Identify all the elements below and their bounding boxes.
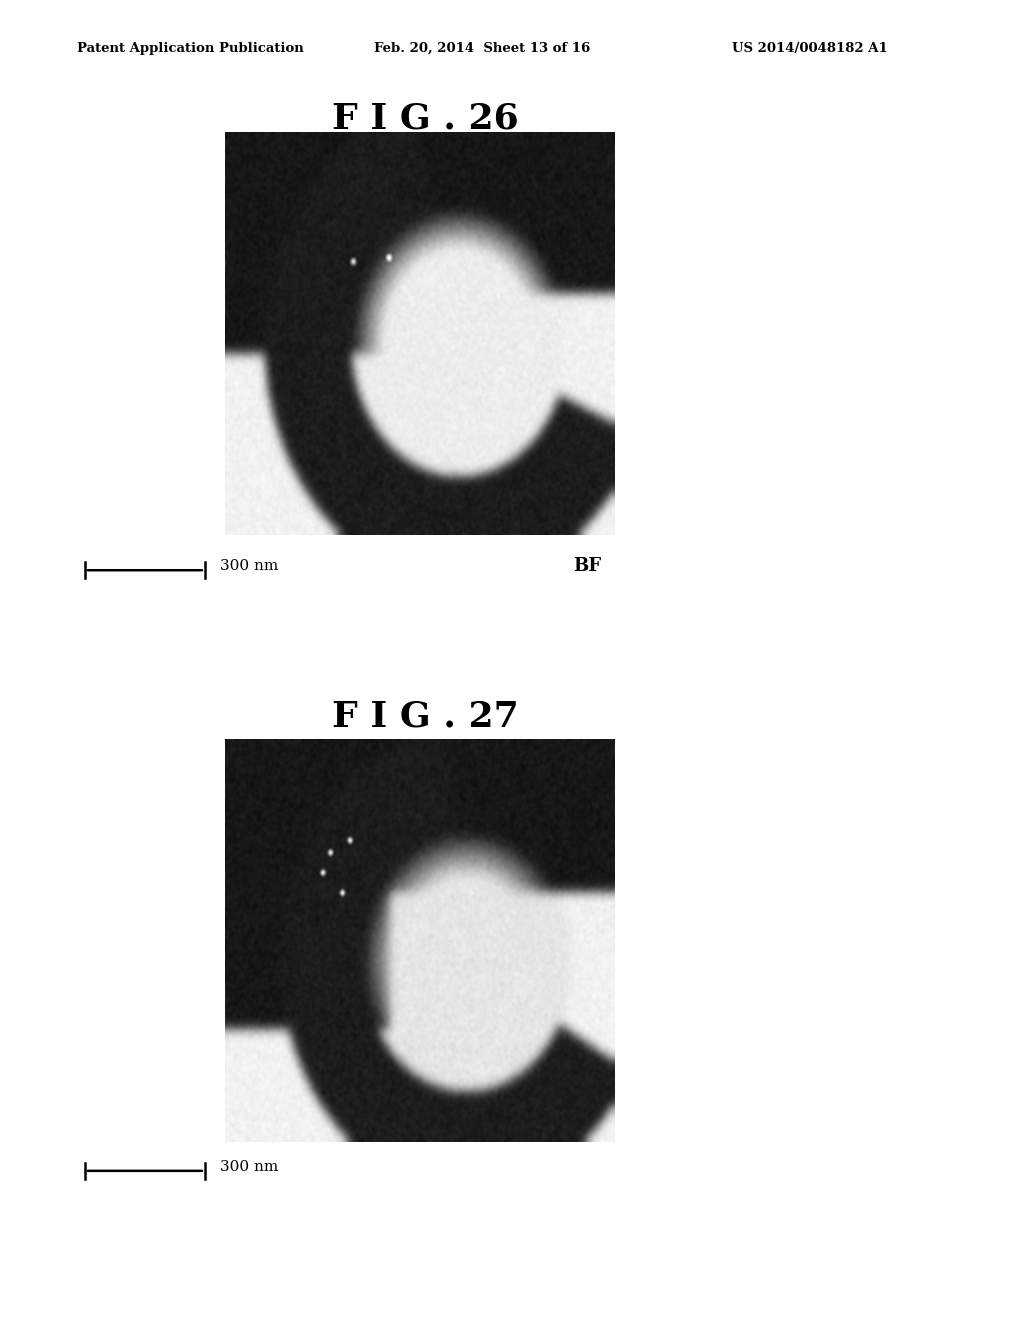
Text: BF: BF xyxy=(573,557,601,576)
Text: Patent Application Publication: Patent Application Publication xyxy=(77,42,303,55)
Text: US 2014/0048182 A1: US 2014/0048182 A1 xyxy=(732,42,888,55)
Text: F I G . 27: F I G . 27 xyxy=(332,700,518,734)
Text: 300 nm: 300 nm xyxy=(220,560,279,573)
Text: 300 nm: 300 nm xyxy=(220,1160,279,1173)
Text: F I G . 26: F I G . 26 xyxy=(332,102,518,136)
Text: Feb. 20, 2014  Sheet 13 of 16: Feb. 20, 2014 Sheet 13 of 16 xyxy=(374,42,590,55)
